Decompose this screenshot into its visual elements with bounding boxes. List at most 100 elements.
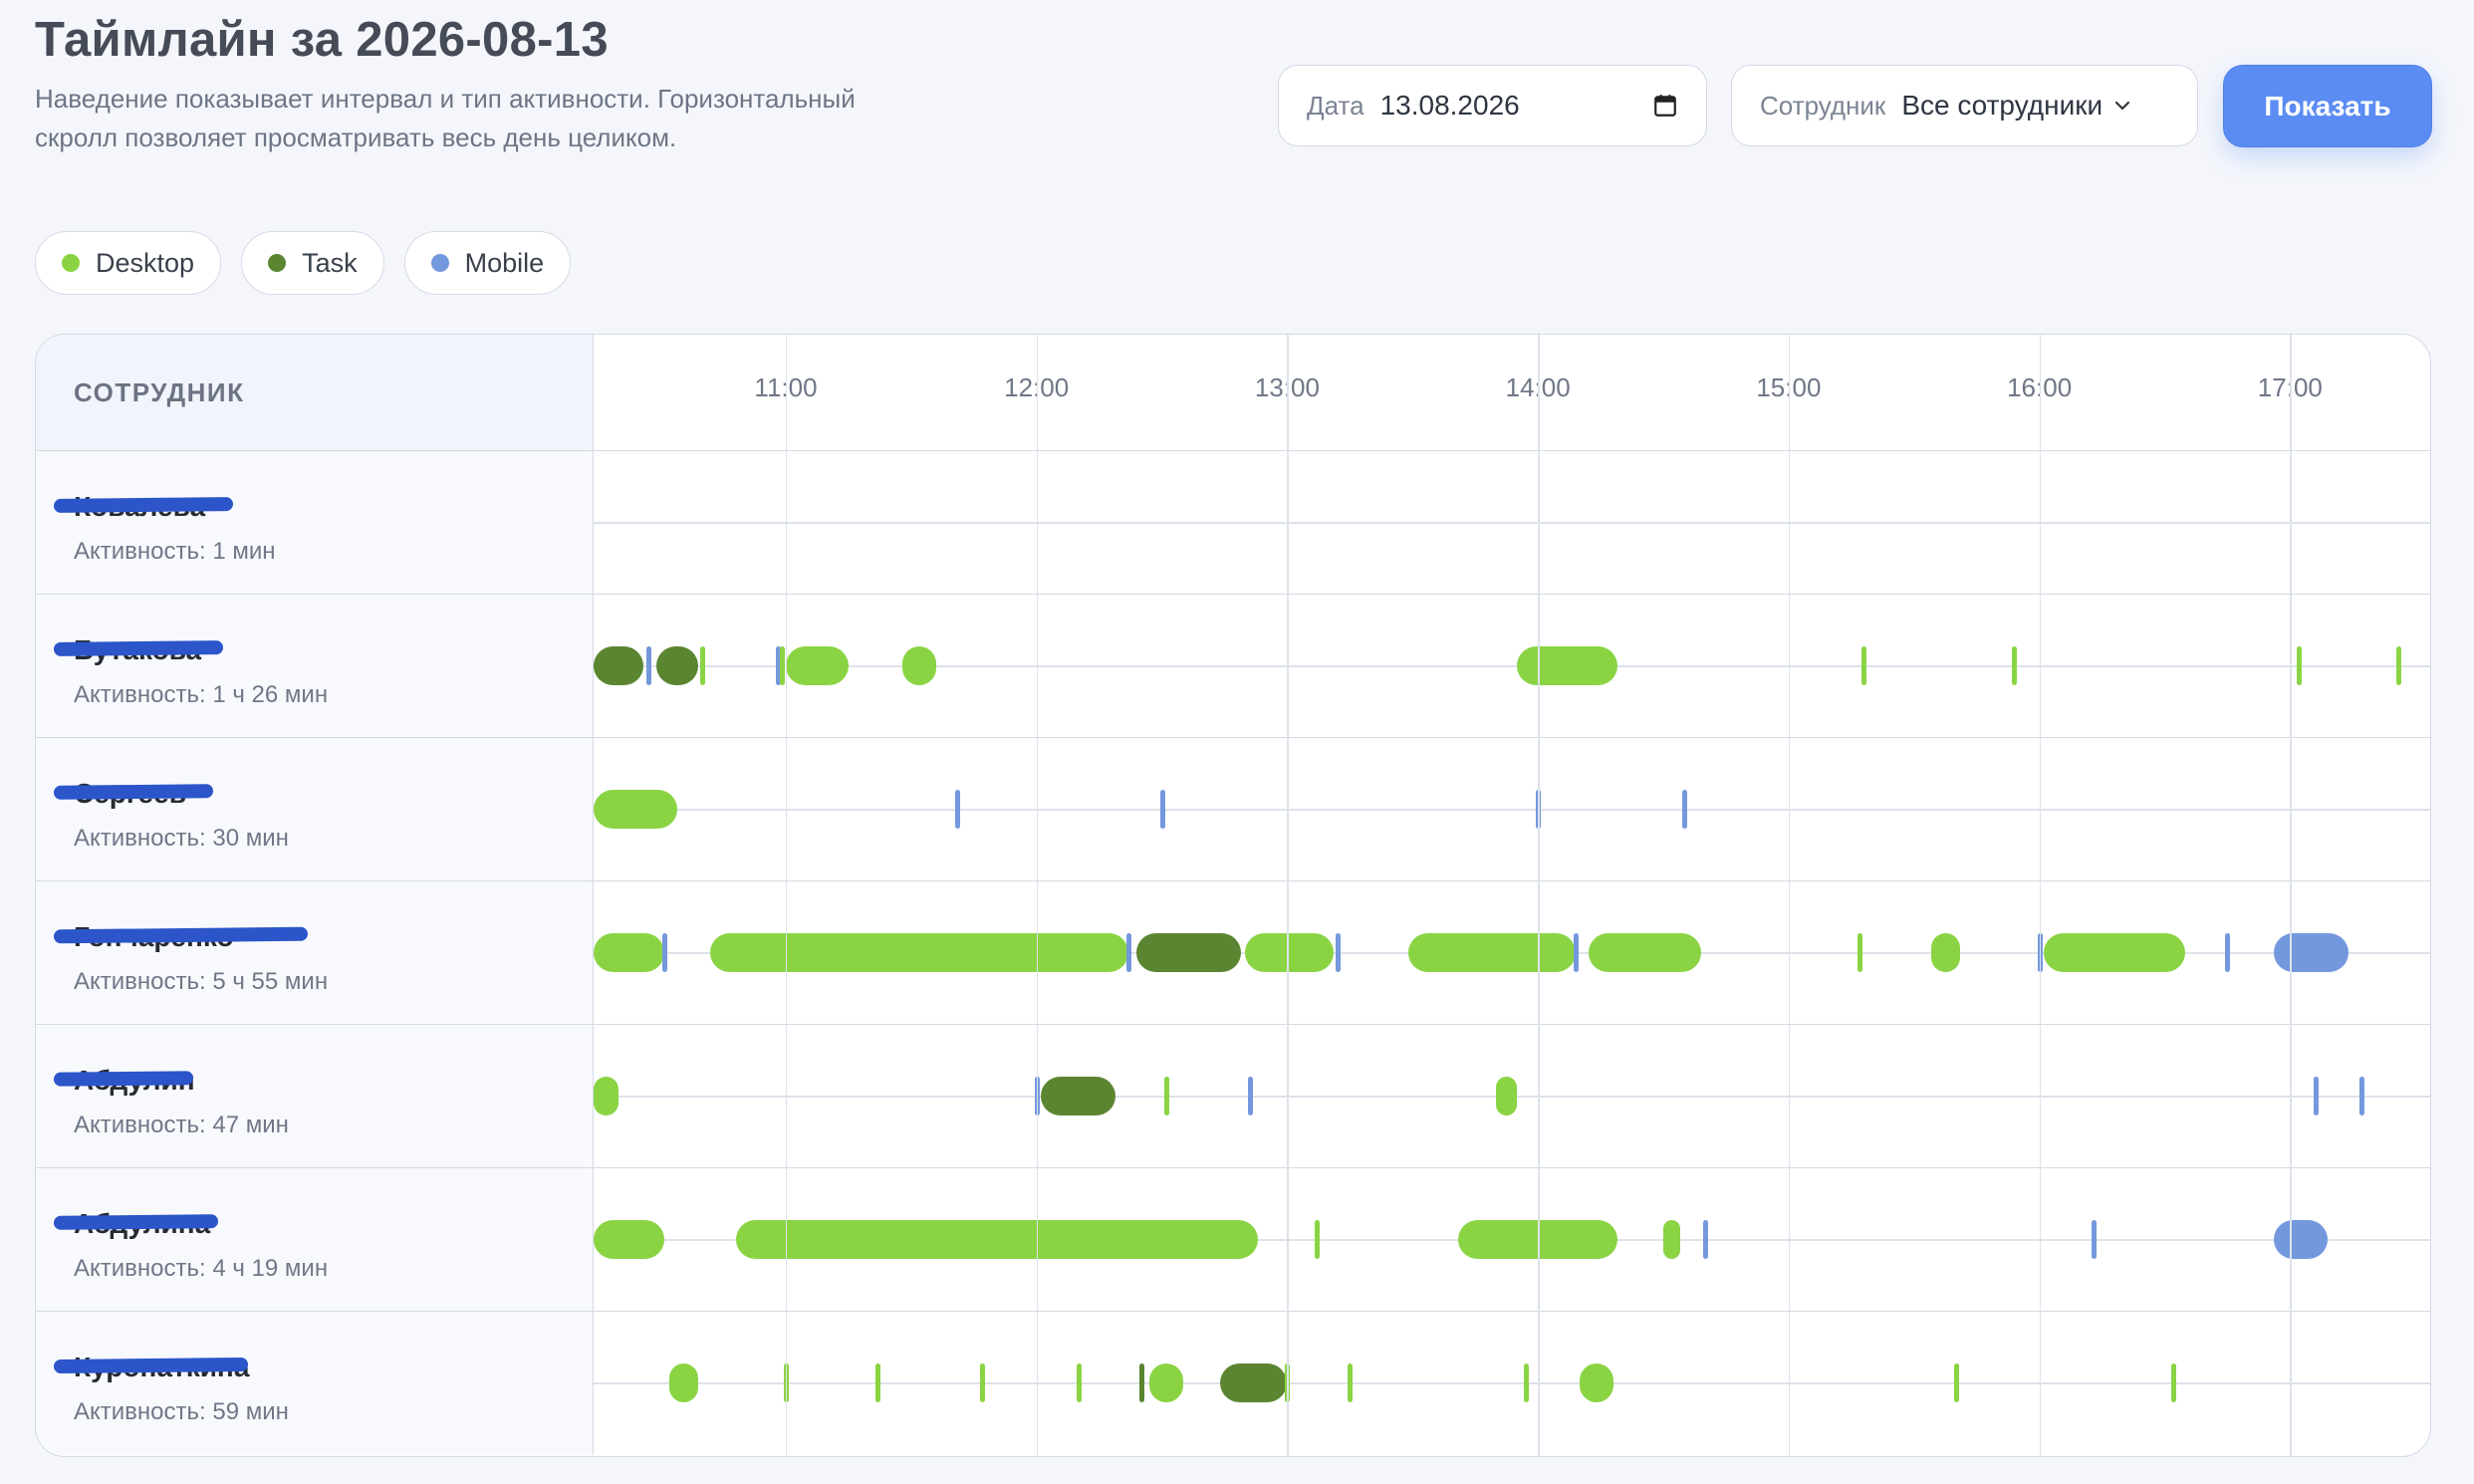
desktop-activity-segment[interactable] (1953, 1363, 1959, 1402)
desktop-activity-segment[interactable] (2170, 1363, 2176, 1402)
desktop-activity-segment[interactable] (2043, 933, 2186, 972)
mobile-activity-segment[interactable] (1536, 790, 1542, 829)
desktop-activity-segment[interactable] (1523, 1363, 1529, 1402)
desktop-activity-segment[interactable] (1861, 646, 1867, 685)
employee-value[interactable]: Все сотрудники (1901, 90, 2103, 121)
desktop-activity-segment[interactable] (980, 1363, 986, 1402)
track-baseline (594, 1382, 2430, 1384)
employee-cell[interactable]: КуропаткинаАктивность: 59 мин (36, 1312, 594, 1455)
desktop-activity-segment[interactable] (735, 1220, 1259, 1259)
mobile-activity-segment[interactable] (955, 790, 960, 829)
mobile-activity-segment[interactable] (1126, 933, 1132, 972)
timeline-table[interactable]: СОТРУДНИК 11:00 12:00 13:00 14:00 15:00 16:00… (35, 334, 2431, 1457)
desktop-activity-segment[interactable] (902, 646, 937, 685)
desktop-activity-segment[interactable] (2296, 646, 2302, 685)
desktop-activity-segment[interactable] (783, 1363, 789, 1402)
desktop-activity-segment[interactable] (1496, 1077, 1518, 1115)
mobile-activity-segment[interactable] (2225, 933, 2231, 972)
mobile-activity-segment[interactable] (1682, 790, 1687, 829)
mobile-activity-segment[interactable] (645, 646, 651, 685)
desktop-activity-segment[interactable] (1076, 1363, 1082, 1402)
desktop-dot-icon (62, 254, 80, 272)
mobile-activity-segment[interactable] (1159, 790, 1165, 829)
desktop-activity-segment[interactable] (594, 1077, 619, 1115)
desktop-activity-segment[interactable] (1580, 1363, 1613, 1402)
date-value[interactable]: 13.08.2026 (1379, 90, 1520, 121)
desktop-activity-segment[interactable] (1588, 933, 1701, 972)
desktop-activity-segment[interactable] (1245, 933, 1334, 972)
employee-row[interactable]: ГончаренкоАктивность: 5 ч 55 мин (36, 881, 2430, 1025)
desktop-activity-segment[interactable] (700, 646, 706, 685)
mobile-activity-segment[interactable] (1034, 1077, 1040, 1115)
employee-cell[interactable]: БутаковаАктивность: 1 ч 26 мин (36, 595, 594, 737)
mobile-activity-segment[interactable] (2273, 933, 2350, 972)
time-tick-label: 13:00 (1254, 372, 1320, 402)
desktop-activity-segment[interactable] (1408, 933, 1576, 972)
desktop-activity-segment[interactable] (1458, 1220, 1617, 1259)
mobile-activity-segment[interactable] (2313, 1077, 2319, 1115)
employee-cell[interactable]: АбдулинАктивность: 47 мин (36, 1025, 594, 1167)
desktop-activity-segment[interactable] (1314, 1220, 1320, 1259)
mobile-activity-segment[interactable] (1573, 933, 1579, 972)
desktop-activity-segment[interactable] (594, 790, 677, 829)
mobile-activity-segment[interactable] (1702, 1220, 1708, 1259)
task-activity-segment[interactable] (594, 646, 644, 685)
time-tick-label: 11:00 (754, 372, 818, 402)
employee-select[interactable]: Сотрудник Все сотрудники (1731, 65, 2198, 146)
desktop-activity-segment[interactable] (785, 646, 849, 685)
desktop-activity-segment[interactable] (2012, 646, 2018, 685)
desktop-activity-segment[interactable] (875, 1363, 881, 1402)
mobile-activity-segment[interactable] (775, 646, 781, 685)
desktop-activity-segment[interactable] (668, 1363, 698, 1402)
employee-row[interactable]: БутаковаАктивность: 1 ч 26 мин (36, 595, 2430, 738)
employee-cell[interactable]: ГончаренкоАктивность: 5 ч 55 мин (36, 881, 594, 1024)
employee-cell[interactable]: КовалеваАктивность: 1 мин (36, 451, 594, 594)
redaction-scribble (53, 1214, 219, 1230)
chevron-down-icon[interactable] (2110, 94, 2134, 118)
mobile-activity-segment[interactable] (2092, 1220, 2098, 1259)
time-tick-label: 12:00 (1004, 372, 1070, 402)
task-activity-segment[interactable] (1136, 933, 1242, 972)
legend-desktop[interactable]: Desktop (35, 231, 222, 295)
employee-row[interactable]: АбдулинаАктивность: 4 ч 19 мин (36, 1168, 2430, 1312)
mobile-activity-segment[interactable] (662, 933, 668, 972)
time-axis-header: 11:00 12:00 13:00 14:00 15:00 16:00 17:00 (594, 335, 2430, 451)
mobile-activity-segment[interactable] (1335, 933, 1341, 972)
legend-mobile[interactable]: Mobile (403, 231, 572, 295)
desktop-activity-segment[interactable] (1663, 1220, 1680, 1259)
desktop-activity-segment[interactable] (1148, 1363, 1183, 1402)
employee-row[interactable]: КуропаткинаАктивность: 59 мин (36, 1312, 2430, 1455)
redaction-scribble (53, 1071, 194, 1087)
show-button[interactable]: Показать (2223, 65, 2432, 147)
redaction-scribble (53, 1357, 249, 1374)
mobile-activity-segment[interactable] (2037, 933, 2043, 972)
desktop-activity-segment[interactable] (779, 646, 785, 685)
task-activity-segment[interactable] (655, 646, 698, 685)
legend-task[interactable]: Task (241, 231, 384, 295)
desktop-activity-segment[interactable] (1517, 646, 1617, 685)
desktop-activity-segment[interactable] (2396, 646, 2402, 685)
desktop-activity-segment[interactable] (1857, 933, 1863, 972)
date-field[interactable]: Дата 13.08.2026 (1278, 65, 1707, 146)
desktop-activity-segment[interactable] (1348, 1363, 1354, 1402)
desktop-activity-segment[interactable] (1285, 1363, 1291, 1402)
employee-row[interactable]: АбдулинАктивность: 47 мин (36, 1025, 2430, 1168)
desktop-activity-segment[interactable] (1930, 933, 1960, 972)
employee-row[interactable]: КовалеваАктивность: 1 мин (36, 451, 2430, 595)
track-baseline (594, 522, 2430, 524)
employee-cell[interactable]: АбдулинаАктивность: 4 ч 19 мин (36, 1168, 594, 1311)
task-activity-segment[interactable] (1138, 1363, 1144, 1402)
desktop-activity-segment[interactable] (1163, 1077, 1169, 1115)
task-activity-segment[interactable] (1040, 1077, 1116, 1115)
employee-cell[interactable]: СергеевАктивность: 30 мин (36, 738, 594, 880)
desktop-activity-segment[interactable] (594, 933, 665, 972)
desktop-activity-segment[interactable] (594, 1220, 665, 1259)
mobile-activity-segment[interactable] (2358, 1077, 2364, 1115)
desktop-activity-segment[interactable] (710, 933, 1128, 972)
activity-summary: Активность: 4 ч 19 мин (74, 1255, 329, 1282)
task-activity-segment[interactable] (1220, 1363, 1288, 1402)
mobile-activity-segment[interactable] (1247, 1077, 1253, 1115)
employee-row[interactable]: СергеевАктивность: 30 мин (36, 738, 2430, 881)
mobile-activity-segment[interactable] (2273, 1220, 2329, 1259)
calendar-icon[interactable] (1652, 93, 1678, 119)
